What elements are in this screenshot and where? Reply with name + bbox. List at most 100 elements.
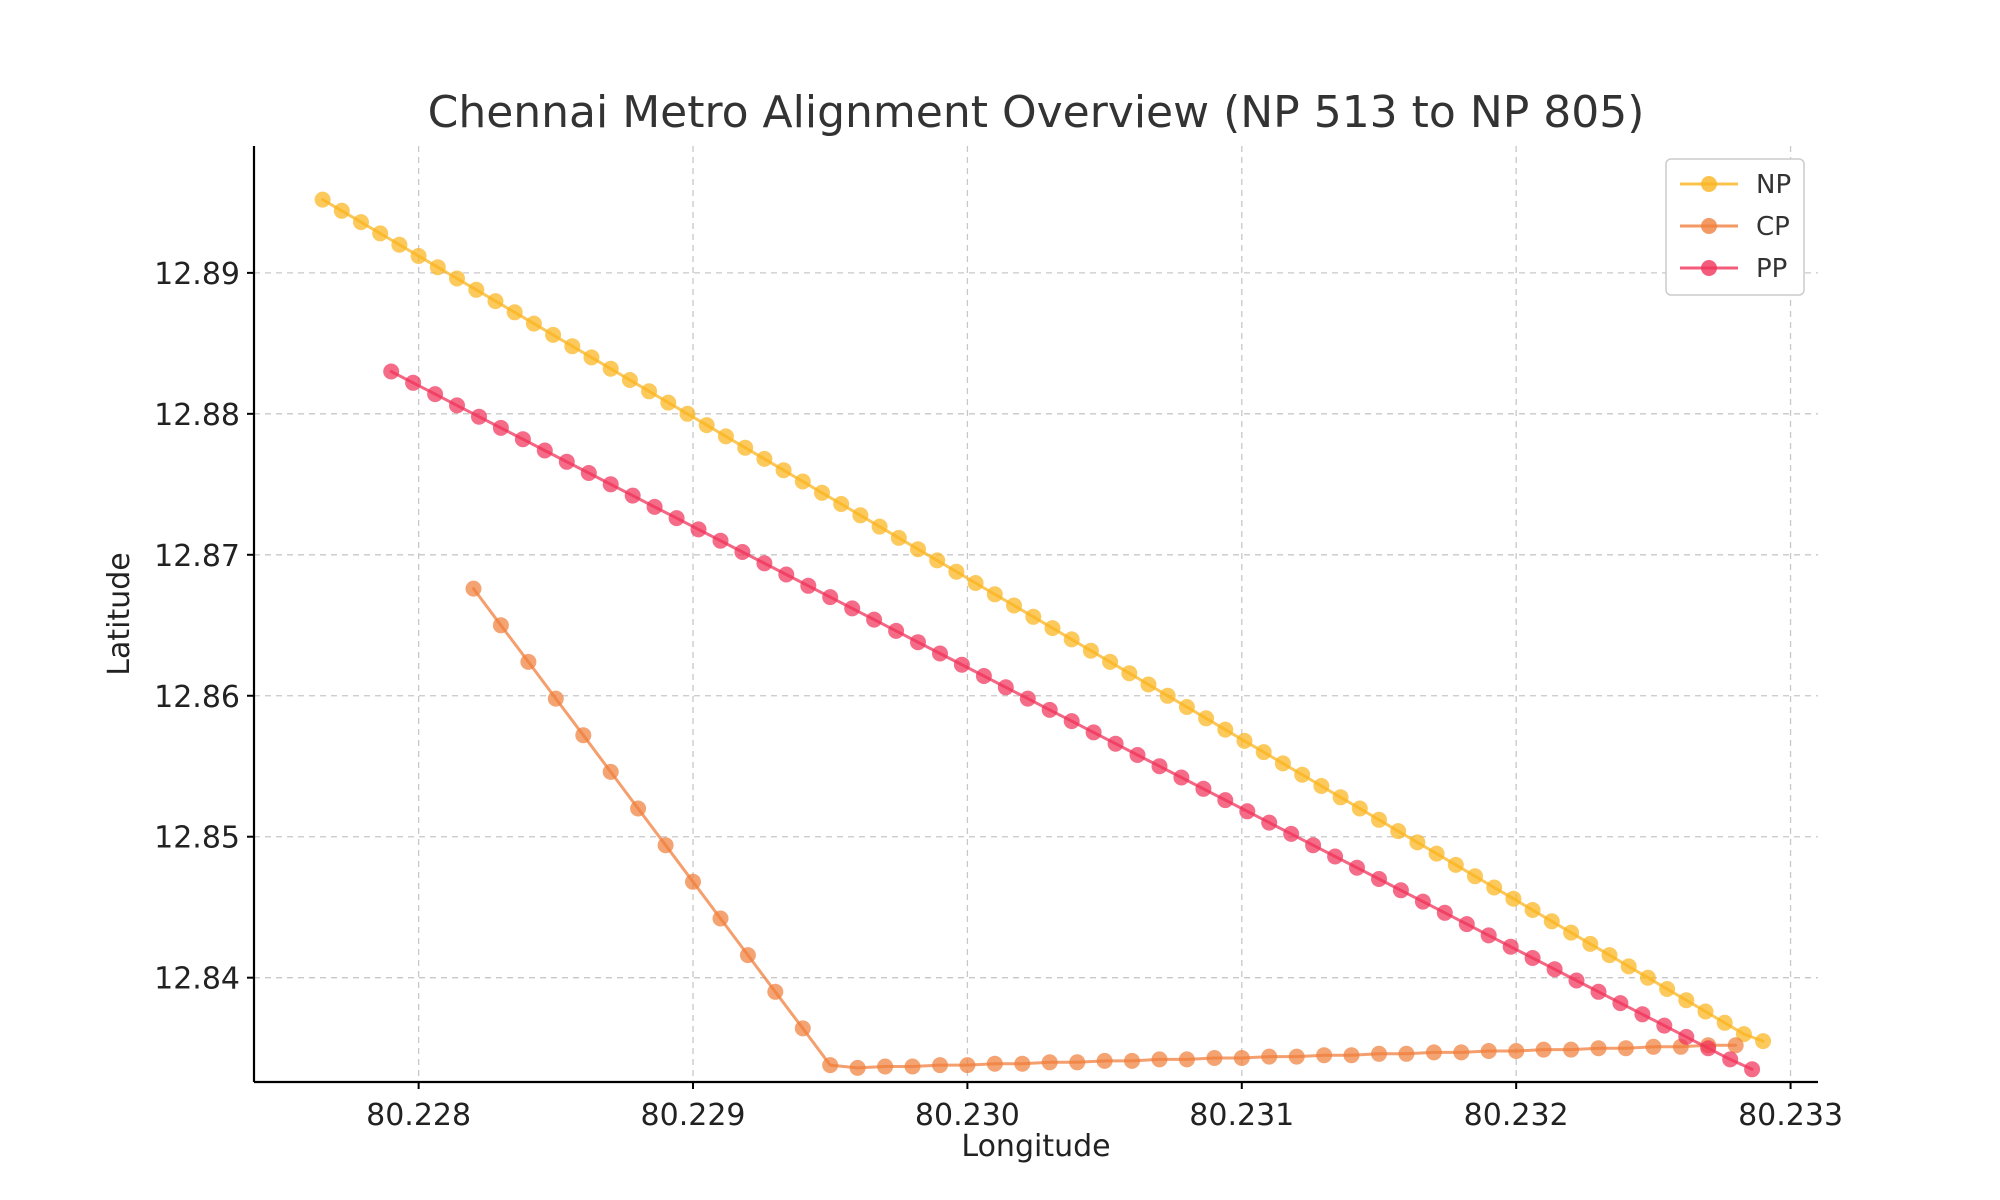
data-point-np [1313,778,1330,794]
data-point-np [1198,710,1215,727]
data-point-np [756,450,773,467]
data-point-pp [1305,837,1322,854]
data-point-np [833,496,850,512]
legend: NP CP PP [1665,158,1805,296]
data-point-np [1140,676,1157,693]
data-point-cp [794,1020,811,1037]
data-point-np [314,191,331,208]
data-point-cp [1206,1050,1223,1066]
data-point-pp [1327,848,1344,865]
y-tick-label: 12.86 [154,680,240,715]
data-point-np [1486,879,1503,896]
data-point-cp [1124,1052,1140,1069]
data-point-pp [1590,983,1607,1000]
data-point-np [871,518,888,535]
data-point-pp [1195,780,1212,797]
data-point-cp [1041,1054,1058,1071]
data-point-pp [492,419,509,436]
data-point-np [1351,800,1368,817]
y-tick-label: 12.85 [154,821,240,856]
data-point-cp [1178,1051,1195,1068]
data-point-np [449,270,465,287]
data-point-np [468,281,485,298]
data-point-np [1543,913,1560,930]
data-point-np [1659,981,1676,997]
data-point-pp [712,532,729,549]
data-point-pp [668,510,685,527]
data-point-pp [1107,735,1124,752]
data-point-np [775,462,792,479]
data-point-cp [1480,1043,1497,1059]
data-point-np [1294,766,1311,783]
data-point-cp [547,690,564,707]
data-point-pp [975,668,992,684]
data-point-cp [1727,1037,1744,1054]
data-point-cp [849,1059,866,1076]
data-point-pp [1085,724,1102,741]
data-point-cp [1233,1050,1250,1066]
data-point-np [1447,856,1464,873]
data-point-np [1159,687,1176,704]
data-point-cp [630,800,647,817]
data-point-pp [1392,882,1409,899]
data-point-np [1563,924,1580,941]
data-point-np [1428,845,1445,862]
data-point-pp [1173,769,1190,786]
data-point-pp [1283,825,1300,842]
data-point-np [429,259,446,276]
axes-layer [252,146,1818,1084]
legend-swatch-marker [1701,176,1717,192]
grid-layer [254,146,1818,1082]
data-point-cp [685,873,701,890]
data-point-pp [1546,961,1563,978]
data-point-np [1601,947,1618,964]
data-point-np [1716,1014,1733,1031]
legend-label: PP [1756,254,1787,284]
x-tick-label: 80.229 [641,1098,746,1133]
data-point-np [641,383,658,400]
data-point-pp [997,679,1014,696]
data-point-np [1006,597,1022,614]
data-point-cp [520,653,537,670]
data-point-pp [1041,701,1058,718]
data-point-np [986,586,1003,603]
data-point-np [1639,969,1656,986]
data-point-np [1217,721,1234,738]
series-pp [383,363,1761,1078]
data-point-np [372,225,389,242]
data-point-pp [1063,713,1080,730]
data-point-cp [657,837,674,854]
data-point-pp [734,544,751,560]
data-point-np [737,439,754,456]
data-point-np [660,394,677,411]
data-point-pp [822,589,839,606]
data-point-np [1274,755,1291,772]
data-point-pp [866,611,883,628]
data-point-pp [1349,859,1365,876]
data-point-cp [1453,1044,1470,1061]
data-point-pp [932,645,948,662]
y-tick-label: 12.89 [154,257,240,292]
data-point-cp [767,983,784,1000]
y-tick-label: 12.87 [154,539,240,574]
data-point-cp [1151,1051,1168,1068]
data-point-pp [1524,950,1541,966]
data-point-np [717,428,734,445]
data-point-pp [844,600,861,617]
data-point-cp [959,1057,976,1074]
data-point-np [910,541,926,558]
data-point-np [1620,958,1637,975]
x-tick-label: 80.230 [915,1098,1020,1133]
data-point-cp [1069,1054,1086,1071]
data-point-np [1390,823,1407,840]
data-point-np [621,372,638,388]
data-point-np [1371,811,1387,828]
y-tick-label: 12.88 [154,398,240,433]
data-point-cp [575,727,592,744]
data-point-cp [1425,1044,1442,1061]
series-np [314,191,1772,1050]
data-point-np [967,575,984,591]
data-point-cp [1288,1048,1305,1065]
data-point-cp [712,910,729,927]
